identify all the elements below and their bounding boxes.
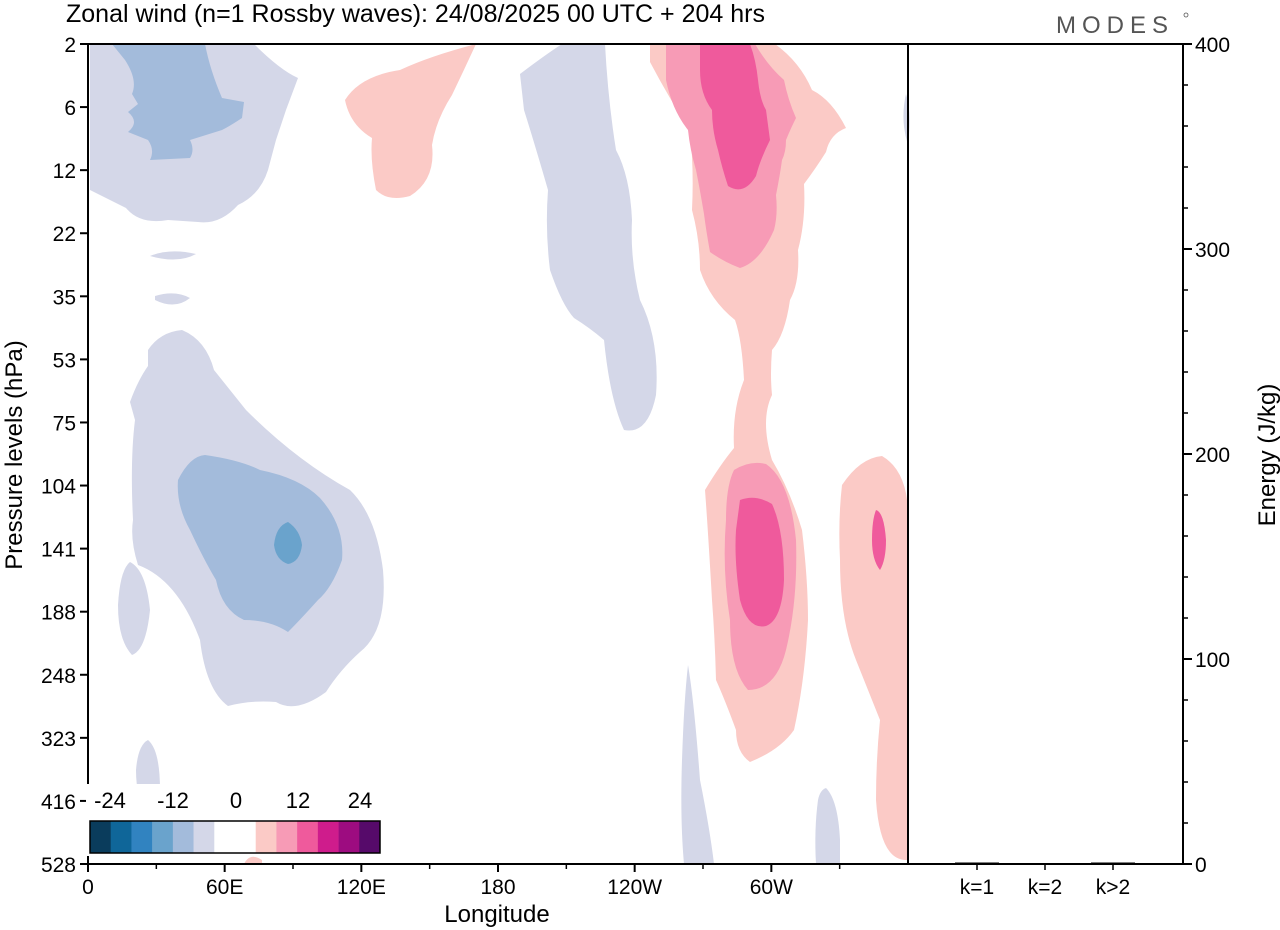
energy-bar (955, 862, 999, 864)
y2-tick-label: 200 (1195, 444, 1230, 467)
y-tick-label: 248 (41, 665, 76, 688)
contour-neg-strong-core (274, 522, 302, 564)
y2-tick-label: 0 (1195, 854, 1207, 877)
colorbar-swatch (152, 821, 174, 853)
logo-registered-mark (1183, 12, 1189, 18)
contour-pos-strong-upper (700, 44, 770, 190)
contour-neg-weak-blob-a (150, 251, 196, 260)
contour-pos-weak-upper (345, 44, 476, 198)
colorbar-label: -24 (94, 788, 126, 813)
energy-bar-label: k=2 (1028, 876, 1062, 899)
y-tick-label: 53 (53, 349, 76, 372)
logo: MODES (1056, 12, 1174, 39)
colorbar-swatch (317, 821, 339, 853)
colorbar-swatches (89, 820, 381, 854)
contour-neg-weak-dateline (520, 44, 657, 431)
x-tick-label: 180 (480, 876, 515, 899)
y-tick-label: 35 (53, 286, 76, 309)
colorbar-swatch (297, 821, 319, 853)
y2-tick-label: 400 (1195, 34, 1230, 57)
y-tick-label: 75 (53, 412, 76, 435)
x-tick-label: 120E (337, 876, 386, 899)
colorbar-frame (89, 820, 381, 854)
chart-title: Zonal wind (n=1 Rossby waves): 24/08/202… (66, 0, 765, 28)
contour-neg-mid-top (112, 44, 244, 160)
colorbar-label: 12 (286, 788, 310, 813)
y-tick-label: 141 (41, 539, 76, 562)
colorbar: -24 -12 0 12 24 (86, 784, 382, 856)
energy-bar (1091, 862, 1135, 864)
colorbar-swatch (131, 821, 153, 853)
colorbar-swatch (214, 821, 236, 853)
energy-bar-label: k>2 (1096, 876, 1130, 899)
colorbar-label: 0 (230, 788, 242, 813)
pressure-axis-ticks: 2 6 12 22 35 53 75 104 141 188 248 323 416 528 (41, 34, 88, 877)
x-tick-label: 60E (206, 876, 243, 899)
colorbar-swatch (193, 821, 215, 853)
energy-bar-label: k=1 (960, 876, 994, 899)
colorbar-label: 24 (348, 788, 372, 813)
y-tick-label: 416 (41, 791, 76, 814)
contour-neg-weak-spike (681, 665, 714, 864)
longitude-axis-ticks: 0 60E 120E 180 120W 60W (82, 864, 841, 899)
colorbar-labels: -24 -12 0 12 24 (94, 788, 372, 813)
y-axis-label: Pressure levels (hPa) (1, 340, 28, 569)
colorbar-swatch (235, 821, 257, 853)
x-axis-label: Longitude (444, 901, 549, 928)
y-tick-label: 22 (53, 223, 76, 246)
contour-neg-weak-left-oval (118, 562, 150, 655)
y-tick-label: 2 (64, 34, 76, 57)
contour-neg-weak-bottom-right (815, 788, 840, 864)
energy-axis-ticks: 0 100 200 300 400 (1183, 34, 1230, 877)
x-tick-label: 60W (750, 876, 793, 899)
colorbar-swatch (110, 821, 132, 853)
y2-tick-label: 100 (1195, 649, 1230, 672)
contour-pos-weak-right (839, 456, 908, 860)
x-tick-label: 0 (82, 876, 94, 899)
contour-pos-strong-right (872, 510, 886, 570)
contour-pos-weak-dot (244, 856, 262, 864)
colorbar-swatch (172, 821, 194, 853)
colorbar-swatch (276, 821, 298, 853)
colorbar-swatch (255, 821, 277, 853)
y2-axis-label: Energy (J/kg) (1254, 384, 1280, 527)
contour-field (90, 44, 910, 864)
y-tick-label: 528 (41, 854, 76, 877)
energy-bars: k=1 k=2 k>2 (955, 862, 1135, 899)
colorbar-label: -12 (157, 788, 189, 813)
contour-pos-strong-lower (735, 497, 784, 627)
y-tick-label: 6 (64, 97, 76, 120)
x-tick-label: 120W (607, 876, 662, 899)
y-tick-label: 12 (53, 160, 76, 183)
colorbar-swatch (359, 821, 381, 853)
contour-neg-mid-blob (177, 455, 343, 632)
contour-neg-weak-blob-b (155, 293, 190, 305)
y-tick-label: 104 (41, 476, 76, 499)
colorbar-swatch (90, 821, 112, 853)
y2-tick-label: 300 (1195, 239, 1230, 262)
y-tick-label: 188 (41, 602, 76, 625)
contour-pos-weak-main (650, 44, 846, 762)
colorbar-swatch (338, 821, 360, 853)
y-tick-label: 323 (41, 728, 76, 751)
